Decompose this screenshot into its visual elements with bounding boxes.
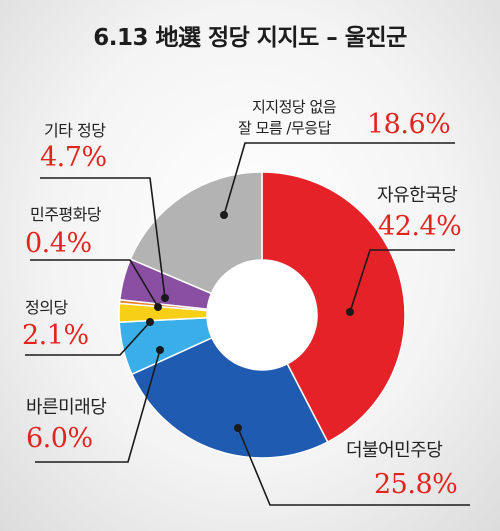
slice-label-잘-모름-무응답: 잘 모름 /무응답 [238, 119, 331, 137]
slice-value-기타-정당: 4.7% [40, 142, 107, 173]
slice-value-바른미래당: 6.0% [26, 423, 93, 454]
slice-label-민주평화당: 민주평화당 [30, 205, 102, 224]
slice-value-지지정당-없음: 18.6% [367, 109, 451, 140]
leader-line-1 [237, 427, 470, 506]
slice-value-자유한국당: 42.4% [378, 211, 462, 242]
leader-line-0 [349, 249, 455, 313]
chart-title: 6.13 地選 정당 지지도 – 울진군 [93, 25, 407, 51]
slice-label-기타-정당: 기타 정당 [44, 121, 106, 140]
leader-dot-3 [146, 318, 154, 326]
leader-line-6 [223, 142, 455, 216]
leader-line-5 [40, 177, 166, 299]
leader-dot-6 [220, 211, 228, 219]
leader-dot-4 [154, 303, 162, 311]
leader-line-3 [25, 321, 151, 356]
leader-dot-0 [346, 308, 354, 316]
leader-line-2 [35, 349, 161, 463]
leader-dot-1 [234, 424, 242, 432]
leader-dot-5 [161, 294, 169, 302]
slice-value-정의당: 2.1% [22, 320, 89, 351]
leader-dot-2 [156, 346, 164, 354]
slice-label-바른미래당: 바른미래당 [26, 397, 107, 418]
slice-value-민주평화당: 0.4% [25, 228, 92, 259]
slice-label-더불어민주당: 더불어민주당 [346, 440, 443, 461]
slice-label-정의당: 정의당 [25, 298, 68, 317]
slice-label-자유한국당: 자유한국당 [377, 185, 458, 206]
leader-line-4 [30, 259, 159, 308]
slice-value-더불어민주당: 25.8% [374, 469, 458, 500]
slice-label-지지정당-없음: 지지정당 없음 [252, 98, 337, 116]
donut-hole [207, 260, 317, 370]
